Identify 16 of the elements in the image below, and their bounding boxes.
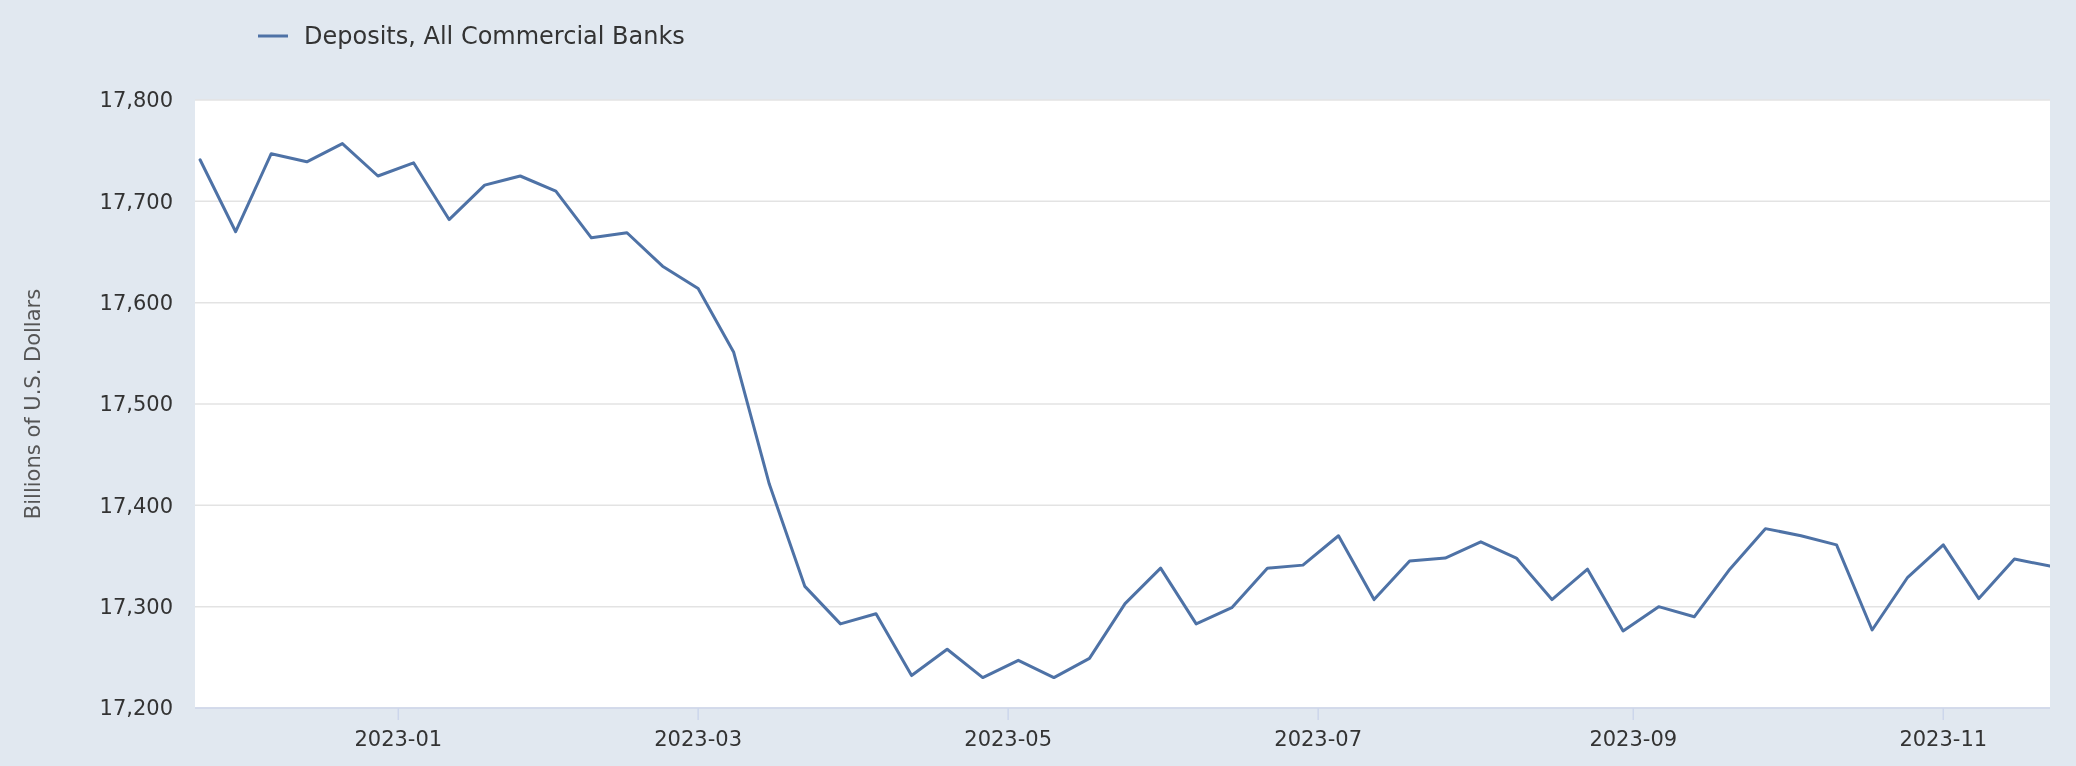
x-tick-label: 2023-09: [1589, 727, 1678, 751]
y-tick-label: 17,500: [99, 392, 173, 417]
y-tick-label: 17,700: [99, 189, 173, 214]
x-tick-label: 2023-07: [1274, 727, 1363, 751]
y-tick-label: 17,600: [99, 291, 173, 316]
y-tick-label: 17,300: [99, 595, 173, 620]
y-tick-label: 17,200: [99, 696, 173, 721]
line-series: [198, 142, 2050, 680]
legend-label: Deposits, All Commercial Banks: [304, 22, 685, 51]
x-tick-label: 2023-05: [964, 727, 1053, 751]
x-tick-label: 2023-11: [1899, 727, 1988, 751]
x-tick-label: 2023-01: [354, 727, 443, 751]
x-tick-label: 2023-03: [654, 727, 743, 751]
y-tick-label: 17,400: [99, 493, 173, 518]
y-tick-label: 17,800: [99, 88, 173, 113]
y-axis-title: Billions of U.S. Dollars: [21, 288, 45, 520]
